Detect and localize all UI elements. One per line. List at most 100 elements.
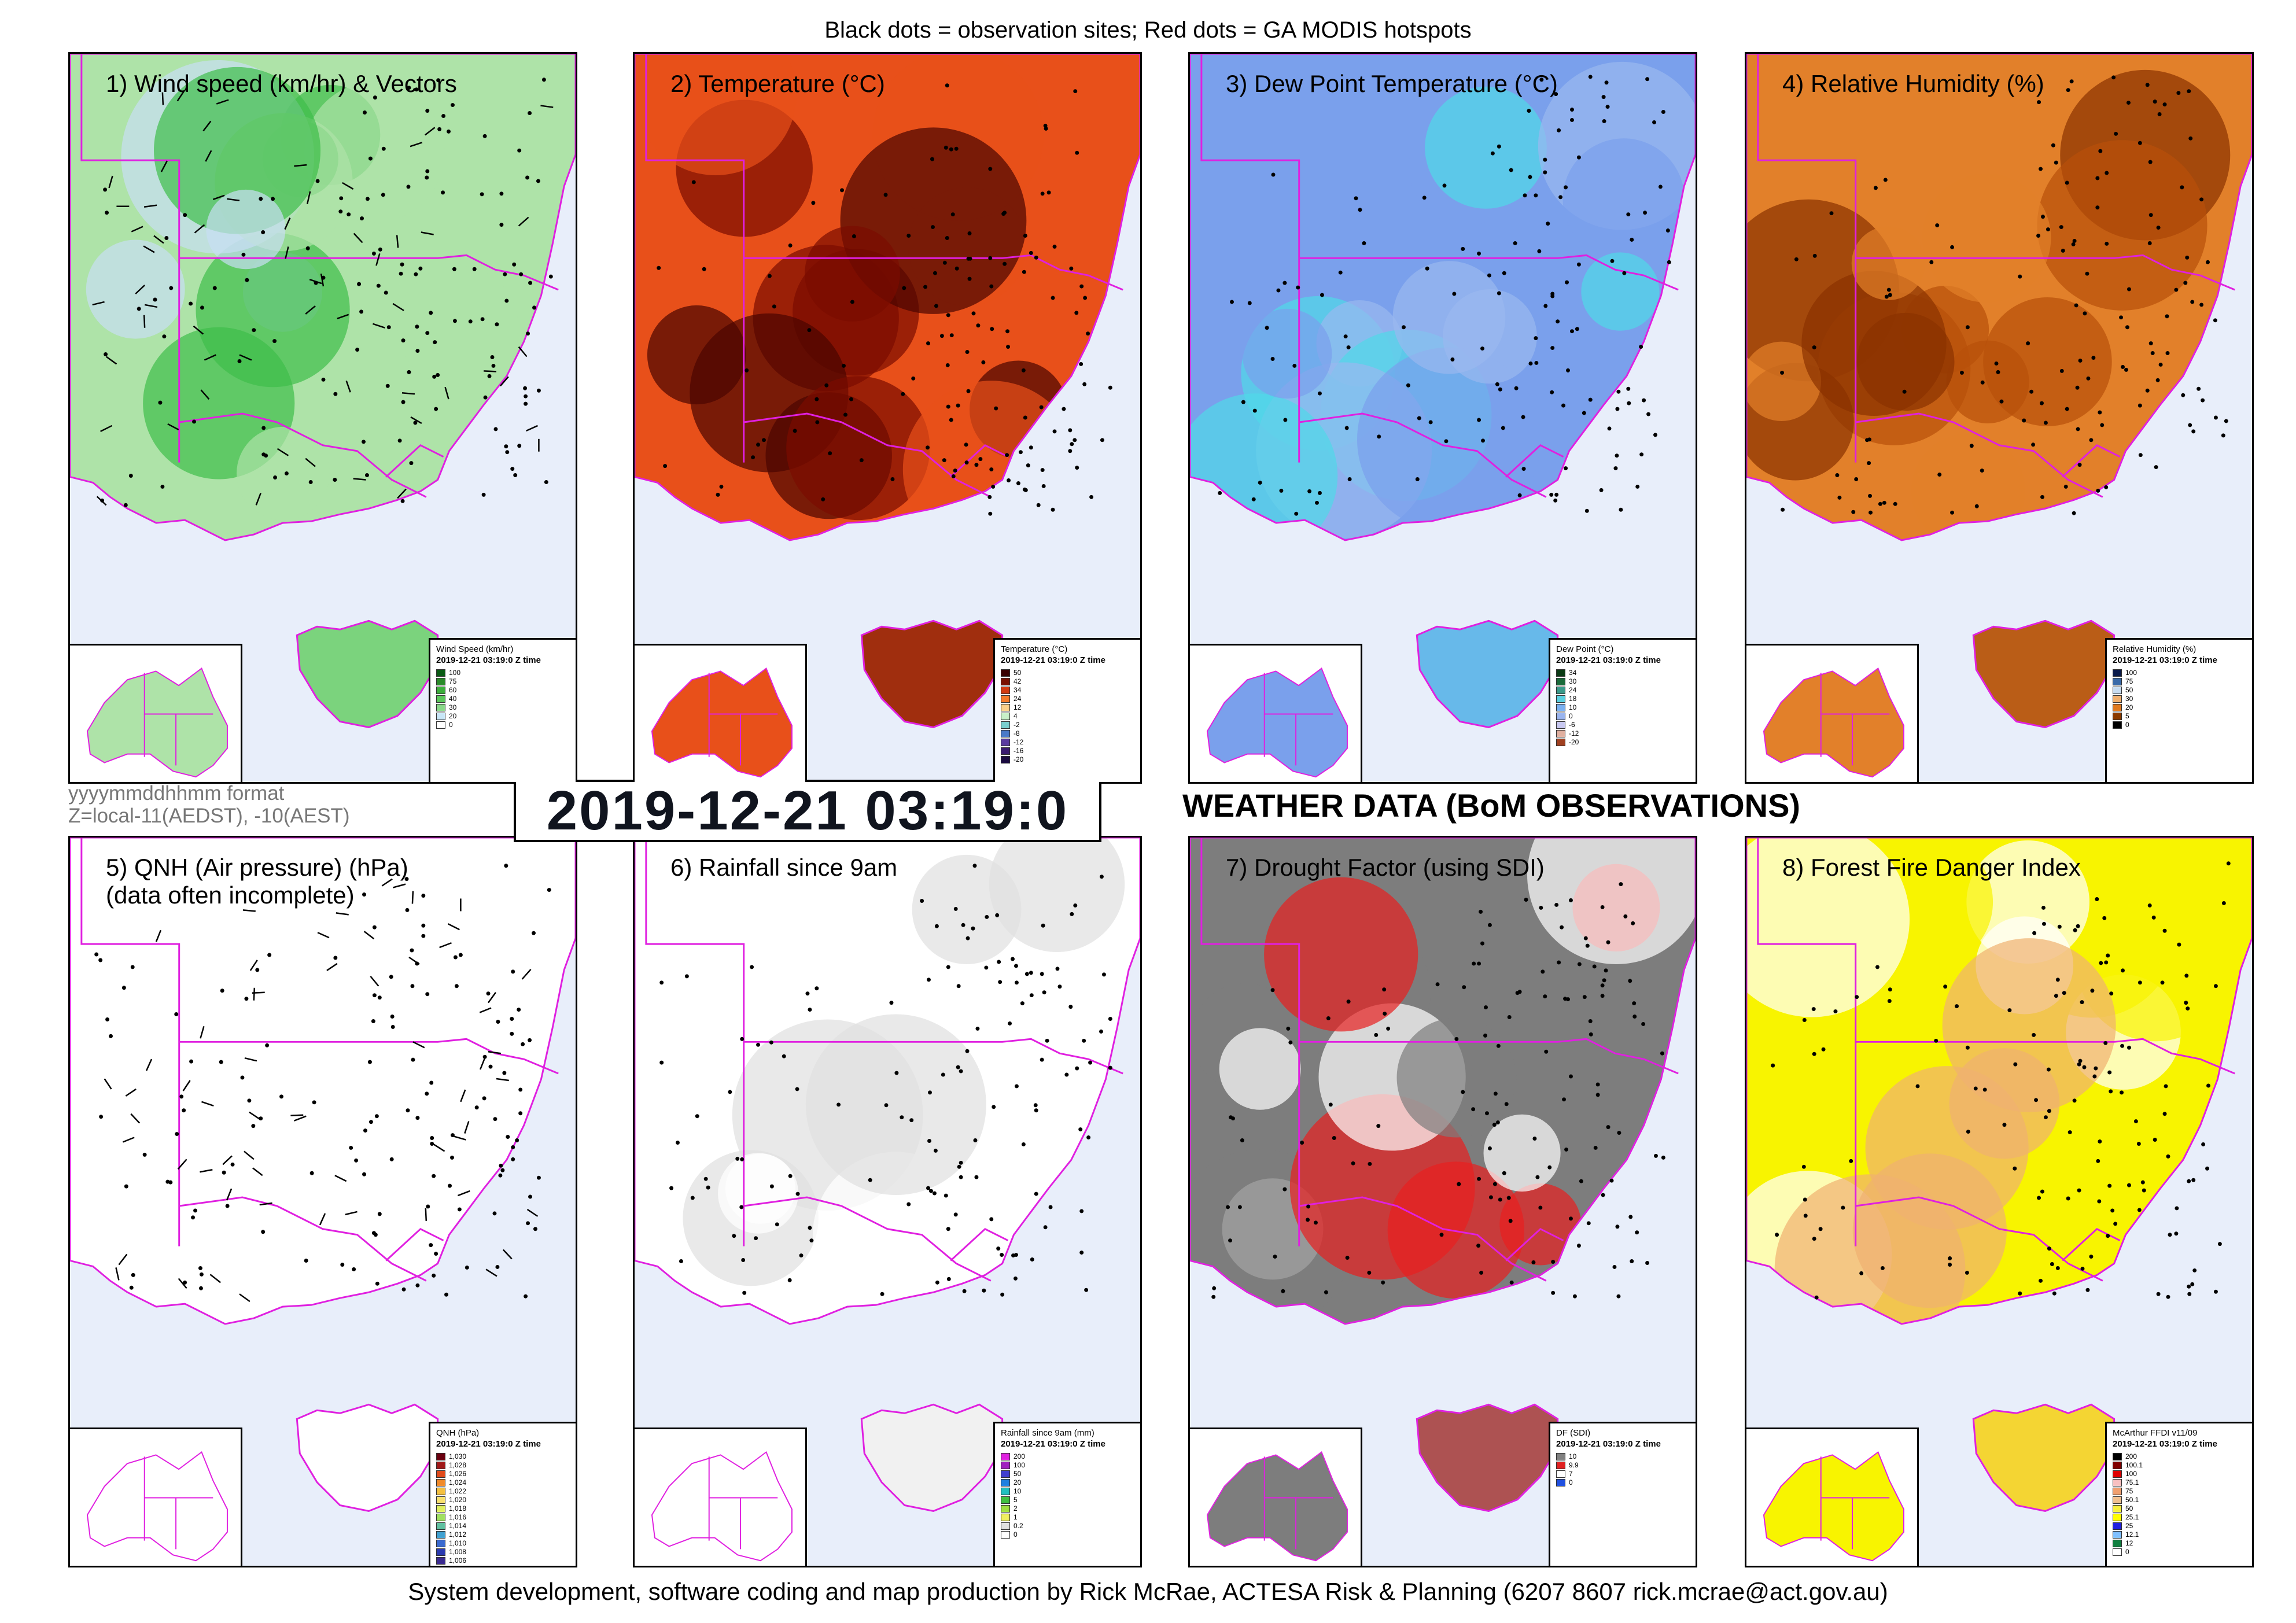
observation-site-dot xyxy=(942,260,947,265)
observation-site-dot xyxy=(454,984,459,988)
observation-site-dot xyxy=(1950,245,1955,249)
observation-site-dot xyxy=(1589,1032,1593,1036)
legend-item: 60 xyxy=(436,686,573,695)
observation-site-dot xyxy=(1005,453,1009,458)
legend-swatch xyxy=(2113,1522,2122,1530)
observation-site-dot xyxy=(968,256,972,261)
observation-site-dot xyxy=(920,898,924,903)
observation-site-dot xyxy=(1996,370,2000,374)
legend-label: 10 xyxy=(1014,1487,1022,1495)
observation-site-dot xyxy=(2114,131,2118,136)
observation-site-dot xyxy=(2078,358,2083,363)
wind-vector xyxy=(488,1051,502,1054)
inset-canvas xyxy=(651,667,793,778)
legend-swatch xyxy=(2113,1540,2122,1548)
observation-site-dot xyxy=(498,1173,503,1178)
wind-vector xyxy=(540,105,554,108)
observation-site-dot xyxy=(1859,1271,1864,1275)
observation-site-dot xyxy=(182,1108,186,1113)
observation-site-dot xyxy=(2181,393,2186,397)
legend-label: 30 xyxy=(1569,677,1577,685)
state-borders xyxy=(1757,838,2235,1282)
legend-swatch xyxy=(1556,669,1565,677)
observation-site-dot xyxy=(2109,991,2114,996)
observation-site-dot xyxy=(1041,484,1046,488)
observation-site-dot xyxy=(1601,1193,1605,1197)
observation-site-dot xyxy=(1425,266,1429,271)
observation-site-dot xyxy=(690,1196,695,1200)
observation-site-dot xyxy=(2065,407,2069,411)
observation-site-dot xyxy=(377,1212,382,1216)
observation-site-dot xyxy=(437,127,442,131)
legend-item: 18 xyxy=(1556,695,1693,703)
legend-swatch xyxy=(436,1531,445,1539)
observation-site-dot xyxy=(1980,469,1984,473)
observation-site-dot xyxy=(945,83,949,88)
field-blob xyxy=(2037,140,2207,311)
observation-site-dot xyxy=(2089,438,2094,442)
observation-site-dot xyxy=(2150,351,2155,356)
observation-site-dot xyxy=(946,1277,951,1281)
wind-vector xyxy=(460,1089,466,1102)
legend-swatch xyxy=(2113,1488,2122,1496)
legend-label: 25.1 xyxy=(2125,1513,2139,1521)
main-title: WEATHER DATA (BoM OBSERVATIONS) xyxy=(1182,787,1801,824)
wind-vector xyxy=(444,386,449,400)
observation-site-dot xyxy=(974,1175,979,1179)
legend-item: 20 xyxy=(436,712,573,721)
observation-site-dot xyxy=(129,1285,134,1290)
observation-site-dot xyxy=(433,340,437,345)
observation-site-dot xyxy=(1079,362,1083,366)
observation-site-dot xyxy=(1439,1233,1444,1237)
legend-item: 50 xyxy=(1001,669,1138,677)
wind-vector xyxy=(439,942,452,949)
legend-swatch xyxy=(1556,1462,1565,1470)
observation-site-dot xyxy=(1531,1260,1536,1264)
observation-site-dot xyxy=(1048,1205,1053,1209)
observation-site-dot xyxy=(2026,341,2030,346)
observation-site-dot xyxy=(237,359,242,363)
observation-site-dot xyxy=(1572,1294,1577,1299)
observation-site-dot xyxy=(457,1207,462,1212)
observation-site-dot xyxy=(1948,1256,1952,1261)
observation-site-dot xyxy=(1461,246,1465,251)
field-blob xyxy=(1581,252,1660,331)
observation-site-dot xyxy=(1549,492,1554,497)
legend-item: 0 xyxy=(1556,1478,1693,1487)
field-blob xyxy=(1264,877,1418,1032)
observation-site-dot xyxy=(1564,1147,1569,1152)
legend-label: 1,004 xyxy=(449,1565,466,1566)
observation-site-dot xyxy=(1532,1137,1537,1141)
observation-site-dot xyxy=(407,86,411,90)
observation-site-dot xyxy=(2104,485,2109,489)
legend-item: 75 xyxy=(2113,1487,2250,1496)
legend-item: 12 xyxy=(1001,703,1138,712)
wind-vector xyxy=(345,380,351,393)
observation-site-dot xyxy=(2078,1058,2083,1063)
wind-vector xyxy=(326,962,338,971)
observation-site-dot xyxy=(1562,1097,1567,1102)
legend-item: -20 xyxy=(1556,738,1693,747)
legend-label: 0 xyxy=(1569,712,1573,720)
legend-label: 1,008 xyxy=(449,1548,467,1556)
legend-item: 2 xyxy=(1001,1504,1138,1513)
legend-swatch xyxy=(2113,1496,2122,1504)
observation-site-dot xyxy=(1586,1221,1591,1226)
observation-site-dot xyxy=(390,1024,395,1029)
observation-site-dot xyxy=(1534,336,1538,341)
observation-site-dot xyxy=(663,464,668,469)
observation-site-dot xyxy=(2154,465,2158,470)
observation-site-dot xyxy=(2110,1208,2115,1213)
observation-site-dot xyxy=(441,114,446,118)
legend-label: 75.1 xyxy=(2125,1478,2139,1486)
observation-site-dot xyxy=(2072,511,2076,515)
observation-site-dot xyxy=(1286,1026,1291,1031)
observation-site-dot xyxy=(1488,1195,1493,1200)
observation-site-dot xyxy=(2063,484,2068,489)
observation-site-dot xyxy=(1064,1072,1069,1077)
observation-site-dot xyxy=(524,394,528,399)
observation-site-dot xyxy=(1902,389,1907,394)
observation-site-dot xyxy=(1600,905,1605,909)
observation-site-dot xyxy=(815,397,819,401)
observation-site-dot xyxy=(2145,83,2150,87)
